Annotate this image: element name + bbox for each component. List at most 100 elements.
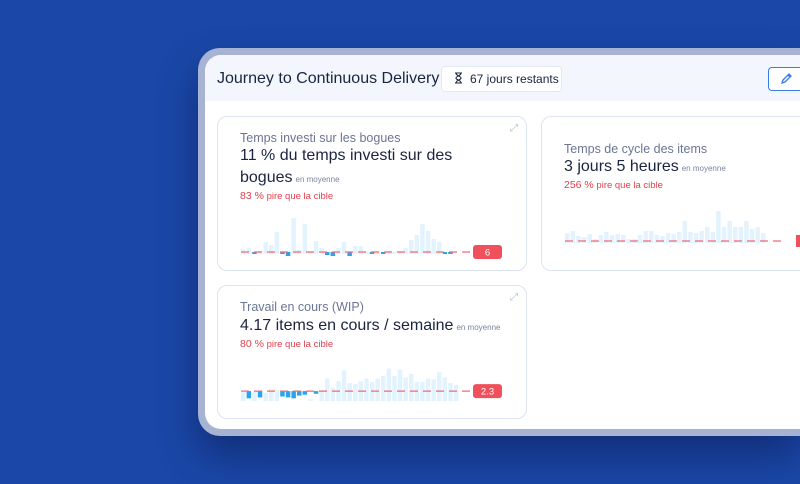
- sparkline-bar: [448, 383, 453, 401]
- sparkline-bar-below-target: [285, 252, 291, 256]
- sparkline-bar: [643, 231, 648, 243]
- sparkline-bar-below-target: [347, 252, 352, 256]
- sparkline-bar: [442, 377, 448, 401]
- sparkline-bar: [364, 251, 369, 254]
- sparkline-bar: [581, 237, 587, 243]
- sparkline-bar: [341, 370, 347, 401]
- sparkline-bar: [682, 221, 688, 243]
- sparkline-bar: [727, 221, 732, 243]
- sparkline-bar: [330, 387, 336, 401]
- sparkline-bar: [274, 390, 280, 401]
- target-flag-label: 6: [485, 248, 490, 259]
- sparkline-bar: [308, 399, 313, 401]
- sparkline-bar: [425, 378, 431, 401]
- sparkline-bar-below-target: [280, 252, 285, 254]
- pencil-icon: [780, 72, 793, 89]
- sparkline-bar: [291, 218, 296, 254]
- cycle-time-card[interactable]: Temps de cycle des items 3 jours 5 heure…: [541, 116, 800, 271]
- sparkline-bar: [336, 248, 341, 254]
- sparkline-bar: [263, 392, 268, 401]
- sparkline-bar: [710, 232, 716, 243]
- header: Journey to Continuous Delivery 67 jours …: [205, 55, 800, 101]
- sparkline-bar: [341, 242, 347, 254]
- sparkline-bar: [637, 235, 643, 243]
- expand-icon[interactable]: ⤢: [510, 123, 518, 134]
- sparkline-bar: [721, 227, 727, 243]
- sparkline-bar-below-target: [381, 252, 386, 254]
- sparkline-bar: [431, 379, 436, 401]
- sparkline-bar: [409, 240, 414, 254]
- sparkline-bar: [269, 245, 274, 254]
- bugs-time-card[interactable]: ⤢ Temps investi sur les bogues 11 % du t…: [217, 116, 527, 271]
- sparkline-bar: [609, 235, 615, 243]
- sparkline-bar-below-target: [369, 252, 375, 254]
- sparkline-bar-below-target: [285, 391, 291, 398]
- sparkline-bar: [649, 231, 654, 243]
- sparkline-bar: [425, 231, 431, 254]
- sparkline-bar: [420, 382, 425, 401]
- sparkline-bar-below-target: [302, 391, 308, 395]
- sparkline-bar: [626, 239, 632, 243]
- sparkline-bar-below-target: [297, 391, 302, 396]
- wip-card[interactable]: ⤢ Travail en cours (WIP) 4.17 items en c…: [217, 285, 527, 419]
- sparkline-bar: [403, 248, 408, 254]
- sparkline-bar: [386, 368, 392, 401]
- sparkline-bar: [660, 236, 665, 243]
- sparkline-bar: [755, 227, 760, 243]
- target-comparison: 256 % pire que la cible: [564, 179, 663, 191]
- sparkline-bar: [397, 369, 403, 401]
- sparkline-bar: [403, 377, 408, 401]
- expand-icon[interactable]: ⤢: [510, 292, 518, 303]
- sparkline-bar: [604, 232, 609, 243]
- sparkline-bar: [437, 372, 442, 401]
- dashboard-screen: Journey to Continuous Delivery 67 jours …: [205, 55, 800, 429]
- sparkline-bar: [749, 229, 755, 243]
- sparkline-bar: [375, 378, 380, 401]
- target-flag: [796, 235, 800, 247]
- edit-button[interactable]: [768, 67, 800, 91]
- sparkline-bar: [654, 235, 660, 243]
- sparkline-bar: [437, 242, 442, 254]
- sparkline-bar: [269, 389, 274, 401]
- sparkline-bar: [392, 375, 397, 401]
- sparkline-bar: [353, 246, 358, 254]
- sparkline-bar: [420, 224, 425, 254]
- sparkline-bar: [347, 383, 352, 401]
- sparkline-bar: [392, 252, 397, 254]
- sparkline-bar: [313, 241, 319, 254]
- sparkline-bar: [325, 378, 330, 401]
- sparkline-bar-below-target: [280, 391, 285, 397]
- sparkline-bar-below-target: [257, 391, 263, 398]
- target-flag: [473, 384, 502, 399]
- card-value: 11 % du temps investi sur des bogues en m…: [240, 147, 453, 186]
- sparkline-bar: [677, 232, 682, 243]
- sparkline-bar-below-target: [246, 391, 252, 399]
- card-subtitle: Travail en cours (WIP): [240, 300, 364, 314]
- sparkline-bar: [738, 227, 744, 243]
- sparkline-bar: [761, 233, 766, 243]
- hourglass-icon: [454, 71, 463, 87]
- sparkline-bar: [431, 239, 436, 254]
- sparkline-bar: [587, 234, 592, 243]
- sparkline-bar-below-target: [330, 252, 336, 256]
- sparkline-bar: [576, 236, 581, 243]
- sparkline-bar: [688, 232, 693, 243]
- sparkline-bar: [693, 233, 699, 243]
- days-remaining-badge: 67 jours restants: [441, 66, 562, 92]
- sparkline-bar: [409, 374, 414, 401]
- sparkline-bar: [381, 375, 386, 401]
- card-subtitle: Temps de cycle des items: [564, 142, 708, 156]
- sparkline-bar: [570, 231, 576, 243]
- page-title: Journey to Continuous Delivery: [217, 70, 440, 87]
- sparkline-bar: [274, 232, 280, 254]
- sparkline-bar: [699, 231, 704, 243]
- target-flag-label: 2.3: [481, 387, 494, 398]
- sparkline-chart: 6: [241, 218, 502, 259]
- badge-label: 67 jours restants: [470, 72, 559, 86]
- sparkline-bar: [364, 378, 369, 401]
- sparkline-bar: [615, 234, 620, 243]
- sparkline-bar: [565, 233, 570, 243]
- sparkline-bar: [733, 227, 738, 243]
- sparkline-bar-below-target: [442, 252, 448, 254]
- sparkline-chart: 2.3: [241, 368, 502, 401]
